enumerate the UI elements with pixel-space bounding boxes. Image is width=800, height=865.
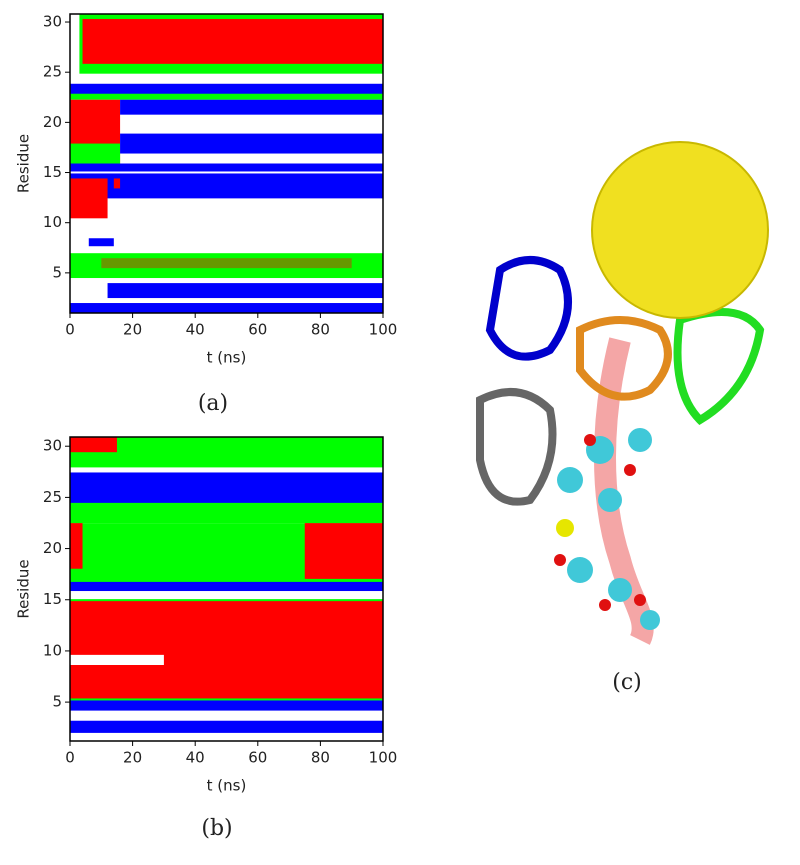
caption: (b) — [201, 816, 232, 841]
y-tick-label: 5 — [52, 693, 62, 711]
y-axis-label: Residue — [15, 134, 33, 193]
y-tick-label: 10 — [43, 213, 62, 231]
y-axis-label: Residue — [15, 559, 33, 618]
y-tick-label: 25 — [43, 63, 62, 81]
y-tick-label: 15 — [43, 590, 62, 608]
protein-structure — [476, 141, 769, 645]
plot-frame — [69, 436, 384, 742]
x-axis-label: t (ns) — [207, 349, 247, 367]
x-tick-label: 100 — [369, 749, 398, 767]
caption: (c) — [612, 670, 642, 695]
x-tick-label: 0 — [65, 321, 75, 339]
x-tick-label: 60 — [248, 321, 267, 339]
heatmap-b — [70, 437, 383, 741]
y-tick-label: 10 — [43, 641, 62, 659]
y-tick-label: 20 — [43, 113, 62, 131]
x-tick-label: 20 — [123, 749, 142, 767]
x-tick-label: 20 — [123, 321, 142, 339]
x-tick-label: 80 — [311, 749, 330, 767]
plot-frame — [69, 13, 384, 314]
x-tick-label: 100 — [369, 321, 398, 339]
x-axis-label: t (ns) — [207, 777, 247, 795]
x-tick-label: 40 — [186, 321, 205, 339]
x-tick-label: 60 — [248, 749, 267, 767]
y-tick-label: 20 — [43, 539, 62, 557]
y-tick-label: 15 — [43, 163, 62, 181]
caption: (a) — [198, 391, 228, 416]
y-tick-label: 30 — [43, 437, 62, 455]
y-tick-label: 25 — [43, 488, 62, 506]
x-tick-label: 0 — [65, 749, 75, 767]
heatmap-a — [70, 14, 383, 313]
x-tick-label: 40 — [186, 749, 205, 767]
y-tick-label: 5 — [52, 263, 62, 281]
x-tick-label: 80 — [311, 321, 330, 339]
y-tick-label: 30 — [43, 13, 62, 31]
